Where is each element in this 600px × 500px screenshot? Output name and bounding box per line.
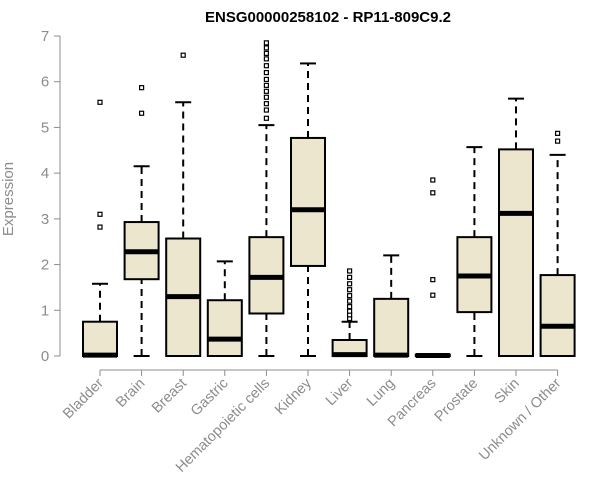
- box-10: [456, 146, 493, 357]
- outlier-point: [263, 107, 269, 113]
- outlier-point: [263, 115, 269, 121]
- outlier-point: [347, 268, 353, 274]
- x-tick-label: Skin: [492, 376, 523, 407]
- outlier-point: [430, 292, 436, 298]
- box-12: [539, 130, 576, 358]
- y-tick-label: 7: [41, 28, 49, 45]
- outlier-point: [347, 293, 353, 299]
- box-1: [82, 99, 118, 358]
- y-tick-label: 2: [41, 257, 49, 274]
- x-tick-label: Lung: [364, 376, 398, 410]
- outlier-point: [97, 224, 103, 230]
- x-tick-label: Brain: [113, 376, 148, 411]
- y-tick-label: 4: [41, 165, 49, 182]
- outlier-point: [139, 85, 145, 91]
- box-6: [290, 62, 326, 357]
- box-4: [206, 260, 243, 358]
- y-tick-label: 1: [41, 302, 49, 319]
- x-tick-label: Kidney: [272, 375, 315, 418]
- outlier-point: [347, 298, 353, 304]
- box-8: [373, 254, 410, 358]
- box-9: [414, 177, 451, 359]
- outlier-point: [554, 130, 561, 136]
- box-series: [82, 40, 576, 359]
- outlier-point: [263, 94, 269, 100]
- box-iqr: [82, 320, 118, 358]
- y-axis-label: Expression: [0, 162, 17, 236]
- outlier-point: [97, 99, 103, 105]
- x-tick-label: Liver: [323, 375, 357, 409]
- outlier-point: [263, 82, 269, 88]
- outlier-point: [347, 308, 353, 314]
- outlier-point: [347, 281, 353, 287]
- outlier-point: [263, 56, 269, 62]
- outlier-point: [347, 304, 353, 310]
- outlier-point: [97, 211, 103, 217]
- outlier-point: [263, 45, 269, 51]
- outlier-point: [263, 40, 269, 46]
- outlier-point: [554, 138, 561, 144]
- x-tick-label: Bladder: [60, 375, 107, 422]
- outlier-point: [263, 63, 269, 69]
- box-iqr: [539, 274, 576, 358]
- y-tick-label: 5: [41, 119, 49, 136]
- box-iqr: [498, 148, 534, 357]
- outlier-point: [139, 110, 145, 116]
- outlier-point: [263, 101, 269, 107]
- box-7: [331, 268, 368, 358]
- outlier-point: [263, 69, 269, 76]
- y-tick-label: 3: [41, 211, 49, 228]
- box-2: [123, 85, 160, 357]
- chart-title: ENSG00000258102 - RP11-809C9.2: [205, 9, 451, 26]
- outlier-point: [180, 52, 186, 58]
- y-axis: 0 1 2 3 4 5 6 7: [41, 28, 61, 365]
- outlier-point: [263, 76, 269, 83]
- outlier-point: [430, 177, 436, 183]
- outlier-point: [430, 190, 436, 196]
- box-iqr: [290, 136, 326, 267]
- x-tick-label: Breast: [149, 376, 190, 417]
- box-3: [165, 52, 202, 357]
- box-iqr: [373, 297, 410, 358]
- x-tick-label: Prostate: [432, 376, 481, 425]
- outlier-point: [263, 50, 269, 56]
- box-5: [248, 40, 285, 357]
- box-iqr: [206, 299, 243, 358]
- y-tick-label: 6: [41, 74, 49, 91]
- box-11: [498, 97, 534, 357]
- outlier-point: [263, 88, 269, 94]
- outlier-point: [347, 274, 353, 280]
- y-tick-label: 0: [41, 348, 49, 365]
- outlier-point: [430, 277, 436, 283]
- outlier-point: [347, 287, 353, 293]
